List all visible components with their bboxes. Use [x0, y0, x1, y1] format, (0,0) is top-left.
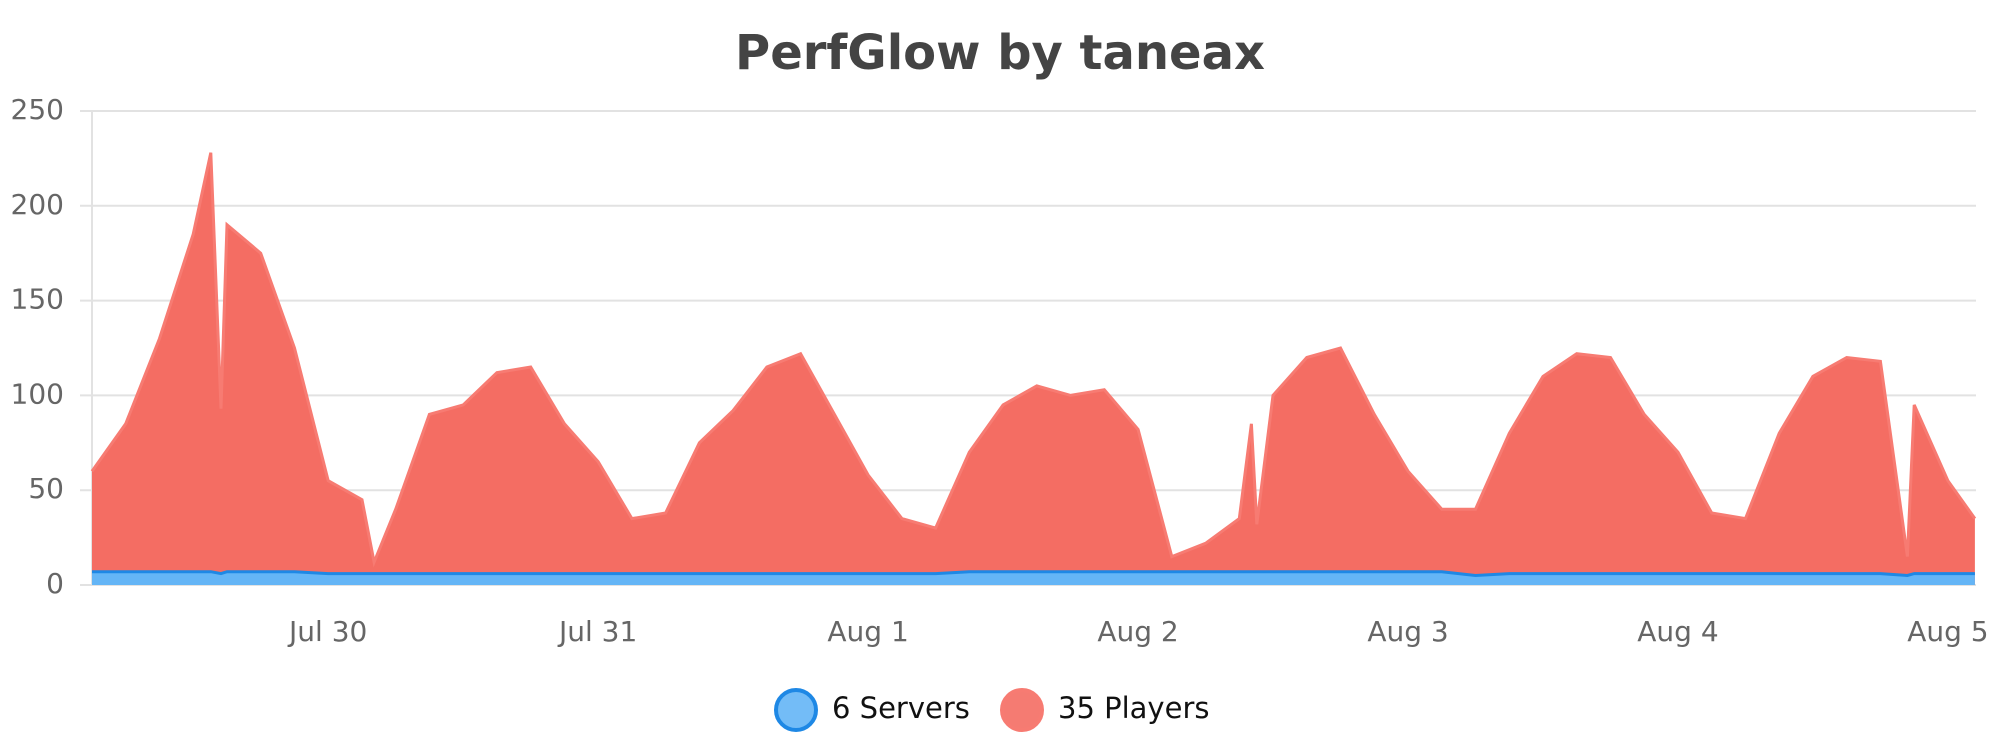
- y-tick-label: 200: [11, 188, 64, 221]
- x-tick-label: Aug 3: [1367, 615, 1448, 648]
- x-tick-label: Jul 31: [557, 615, 637, 648]
- y-tick-label: 250: [11, 93, 64, 126]
- x-tick-label: Aug 2: [1097, 615, 1178, 648]
- x-tick-label: Jul 30: [287, 615, 367, 648]
- y-tick-label: 150: [11, 283, 64, 316]
- legend-label: 35 Players: [1058, 691, 1209, 725]
- series-line: [90, 152, 1977, 568]
- y-tick-label: 50: [28, 472, 64, 505]
- legend-item[interactable]: 35 Players: [1000, 688, 1209, 732]
- x-tick-label: Aug 5: [1907, 615, 1988, 648]
- legend-swatch: [774, 688, 818, 732]
- y-tick-label: 0: [46, 567, 64, 600]
- series-line: [92, 570, 1975, 578]
- x-tick-label: Aug 4: [1637, 615, 1718, 648]
- y-tick-label: 100: [11, 377, 64, 410]
- legend-item[interactable]: 6 Servers: [774, 688, 970, 732]
- series-area: [92, 152, 1975, 585]
- legend-label: 6 Servers: [832, 691, 970, 725]
- chart-title: PerfGlow by taneax: [735, 25, 1265, 81]
- x-tick-label: Aug 1: [827, 615, 908, 648]
- legend-swatch: [1000, 688, 1044, 732]
